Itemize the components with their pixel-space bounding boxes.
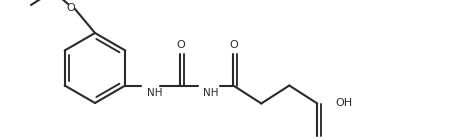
Text: NH: NH — [203, 89, 219, 99]
Text: O: O — [229, 39, 238, 49]
Text: O: O — [176, 39, 185, 49]
Text: OH: OH — [335, 99, 352, 109]
Text: O: O — [66, 3, 75, 13]
Text: NH: NH — [147, 89, 163, 99]
